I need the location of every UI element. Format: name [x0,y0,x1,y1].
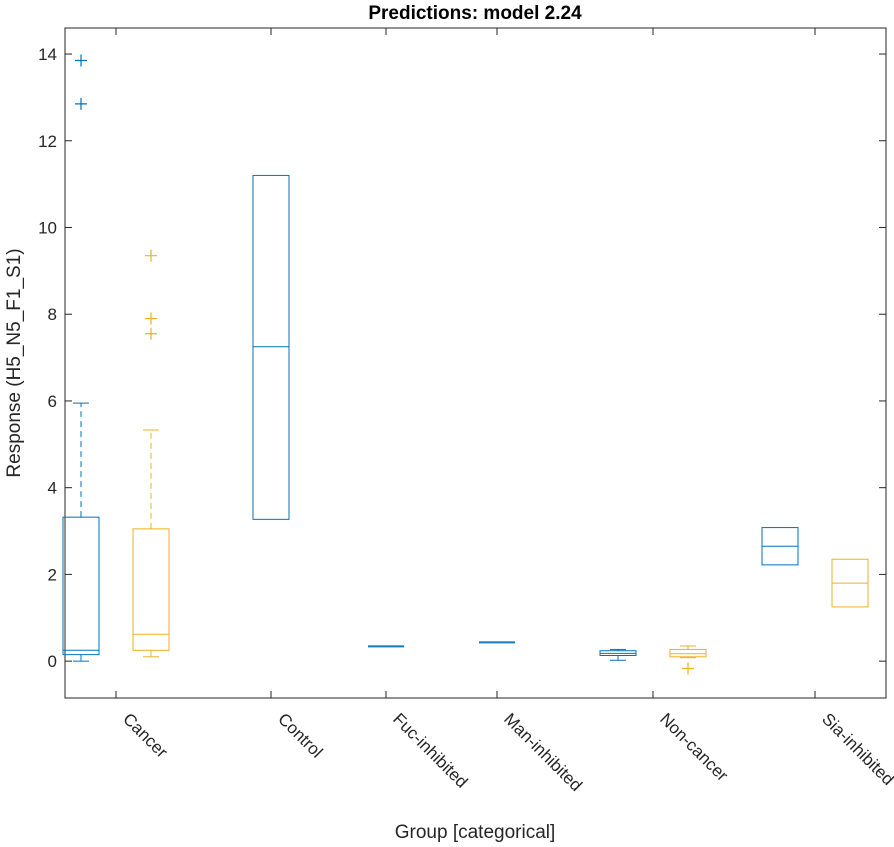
y-tick-label: 14 [38,45,57,64]
box-non-cancer-b [669,645,707,675]
y-tick-label: 0 [48,652,57,671]
y-tick-label: 10 [38,218,57,237]
y-tick-label: 2 [48,565,57,584]
y-tick-label: 12 [38,132,57,151]
chart-title: Predictions: model 2.24 [368,3,582,24]
box-cancer-b [132,249,170,658]
box-man-inhibited-a [479,641,515,644]
plot-area-frame [64,27,887,699]
y-tick-label: 6 [48,392,57,411]
box-group [62,54,869,675]
outlier-marker [145,312,157,325]
y-axis-label: Response (H5_N5_F1_S1) [4,248,25,477]
box-non-cancer-a [599,648,637,661]
y-tick-label: 4 [48,479,57,498]
x-tick-label: Man-inhibited [500,709,586,795]
x-axis: Cancer Control Fuc-inhibited Man-inhibited N… [115,28,894,795]
outlier-marker [75,97,87,110]
box-iqr [669,648,707,658]
x-tick-label: Non-cancer [656,709,732,785]
y-axis: 0 2 4 6 8 10 12 14 [38,45,886,671]
box-sia-inhibited-a [761,527,799,566]
outlier-marker [682,662,694,675]
x-tick-label: Fuc-inhibited [389,709,471,791]
outlier-marker [145,249,157,262]
box-fuc-inhibited-a [368,645,404,648]
box-cancer-a [62,54,100,662]
box-iqr [132,528,170,651]
x-tick-label: Control [274,709,326,761]
box-sia-inhibited-b [831,558,869,608]
box-iqr [62,516,100,656]
outlier-marker [145,327,157,340]
outlier-marker [75,54,87,67]
box-iqr [252,174,290,520]
y-tick-label: 8 [48,305,57,324]
x-tick-label: Cancer [119,709,171,761]
box-control-a [252,174,290,520]
x-axis-label: Group [categorical] [395,822,556,843]
x-tick-label: Sia-inhibited [818,709,894,789]
